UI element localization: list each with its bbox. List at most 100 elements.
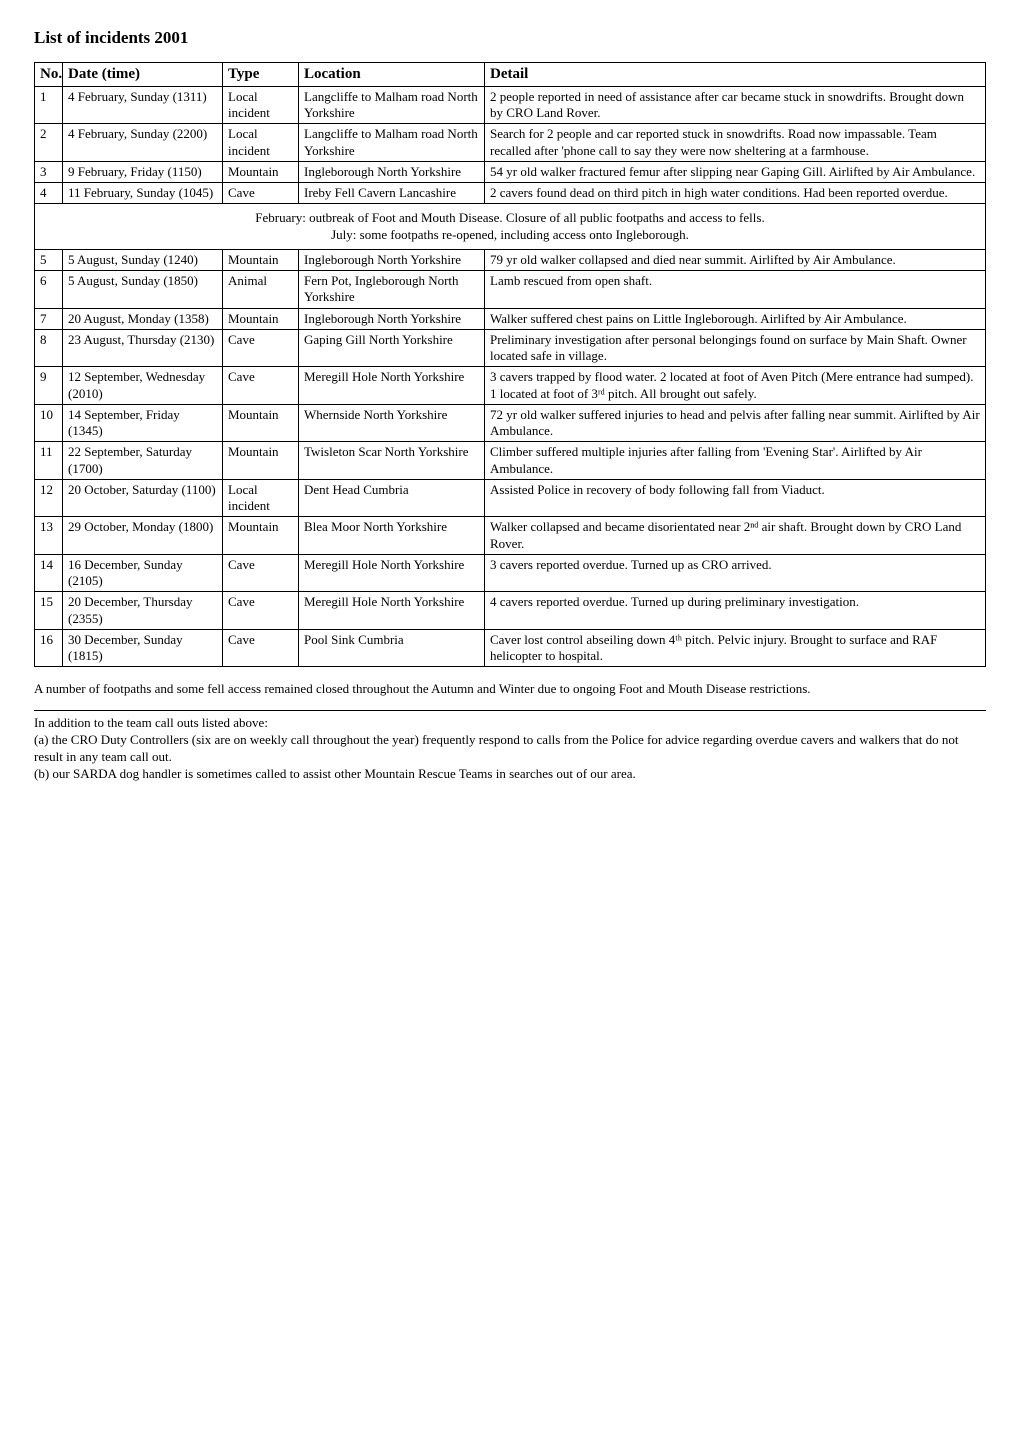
- table-row: 1520 December, Thursday (2355)CaveMeregi…: [35, 592, 986, 630]
- cell-date: 29 October, Monday (1800): [63, 517, 223, 555]
- cell-detail: 2 cavers found dead on third pitch in hi…: [485, 183, 986, 204]
- cell-type: Local incident: [223, 124, 299, 162]
- cell-type: Cave: [223, 592, 299, 630]
- cell-detail: 2 people reported in need of assistance …: [485, 86, 986, 124]
- cell-date: 30 December, Sunday (1815): [63, 629, 223, 667]
- cell-date: 16 December, Sunday (2105): [63, 554, 223, 592]
- cell-no: 7: [35, 308, 63, 329]
- post-note: A number of footpaths and some fell acce…: [34, 681, 986, 698]
- cell-location: Twisleton Scar North Yorkshire: [299, 442, 485, 480]
- cell-type: Mountain: [223, 161, 299, 182]
- cell-location: Langcliffe to Malham road North Yorkshir…: [299, 86, 485, 124]
- cell-type: Cave: [223, 554, 299, 592]
- cell-location: Blea Moor North Yorkshire: [299, 517, 485, 555]
- cell-detail: Preliminary investigation after personal…: [485, 329, 986, 367]
- cell-location: Ingleborough North Yorkshire: [299, 308, 485, 329]
- cell-no: 6: [35, 271, 63, 309]
- table-row: 1630 December, Sunday (1815)CavePool Sin…: [35, 629, 986, 667]
- cell-type: Local incident: [223, 86, 299, 124]
- cell-date: 9 February, Friday (1150): [63, 161, 223, 182]
- table-row: 1416 December, Sunday (2105)CaveMeregill…: [35, 554, 986, 592]
- cell-detail: Caver lost control abseiling down 4ᵗʰ pi…: [485, 629, 986, 667]
- cell-type: Local incident: [223, 479, 299, 517]
- cell-type: Mountain: [223, 249, 299, 270]
- cell-date: 20 August, Monday (1358): [63, 308, 223, 329]
- table-row: 55 August, Sunday (1240)MountainInglebor…: [35, 249, 986, 270]
- cell-date: 20 December, Thursday (2355): [63, 592, 223, 630]
- cell-detail: Assisted Police in recovery of body foll…: [485, 479, 986, 517]
- cell-location: Meregill Hole North Yorkshire: [299, 367, 485, 405]
- cell-type: Mountain: [223, 308, 299, 329]
- table-row: 14 February, Sunday (1311)Local incident…: [35, 86, 986, 124]
- cell-no: 10: [35, 404, 63, 442]
- cell-detail: Walker collapsed and became disorientate…: [485, 517, 986, 555]
- col-date: Date (time): [63, 63, 223, 87]
- cell-type: Mountain: [223, 404, 299, 442]
- cell-detail: 79 yr old walker collapsed and died near…: [485, 249, 986, 270]
- cell-location: Fern Pot, Ingleborough North Yorkshire: [299, 271, 485, 309]
- cell-detail: Lamb rescued from open shaft.: [485, 271, 986, 309]
- cell-no: 5: [35, 249, 63, 270]
- incidents-table: No. Date (time) Type Location Detail 14 …: [34, 62, 986, 667]
- table-row: 1220 October, Saturday (1100)Local incid…: [35, 479, 986, 517]
- banner-line-1: February: outbreak of Foot and Mouth Dis…: [39, 210, 981, 226]
- table-header-row: No. Date (time) Type Location Detail: [35, 63, 986, 87]
- cell-no: 4: [35, 183, 63, 204]
- table-row: 411 February, Sunday (1045)CaveIreby Fel…: [35, 183, 986, 204]
- cell-type: Cave: [223, 329, 299, 367]
- cell-date: 12 September, Wednesday (2010): [63, 367, 223, 405]
- footnotes-lead: In addition to the team call outs listed…: [34, 715, 986, 732]
- cell-date: 5 August, Sunday (1240): [63, 249, 223, 270]
- col-type: Type: [223, 63, 299, 87]
- footnote-b: (b) our SARDA dog handler is sometimes c…: [34, 766, 986, 783]
- table-row: 720 August, Monday (1358)MountainInglebo…: [35, 308, 986, 329]
- table-row: 1329 October, Monday (1800)MountainBlea …: [35, 517, 986, 555]
- table-row: 65 August, Sunday (1850)AnimalFern Pot, …: [35, 271, 986, 309]
- cell-no: 1: [35, 86, 63, 124]
- cell-no: 14: [35, 554, 63, 592]
- cell-date: 5 August, Sunday (1850): [63, 271, 223, 309]
- table-row: 1122 September, Saturday (1700)MountainT…: [35, 442, 986, 480]
- table-row: 24 February, Sunday (2200)Local incident…: [35, 124, 986, 162]
- cell-type: Cave: [223, 183, 299, 204]
- footnotes: In addition to the team call outs listed…: [34, 710, 986, 783]
- cell-date: 4 February, Sunday (1311): [63, 86, 223, 124]
- cell-type: Cave: [223, 629, 299, 667]
- cell-no: 8: [35, 329, 63, 367]
- col-location: Location: [299, 63, 485, 87]
- footnote-a: (a) the CRO Duty Controllers (six are on…: [34, 732, 986, 766]
- cell-type: Cave: [223, 367, 299, 405]
- cell-location: Langcliffe to Malham road North Yorkshir…: [299, 124, 485, 162]
- cell-type: Mountain: [223, 517, 299, 555]
- table-row: 39 February, Friday (1150)MountainIngleb…: [35, 161, 986, 182]
- cell-no: 15: [35, 592, 63, 630]
- cell-location: Whernside North Yorkshire: [299, 404, 485, 442]
- cell-no: 12: [35, 479, 63, 517]
- cell-location: Ingleborough North Yorkshire: [299, 161, 485, 182]
- cell-location: Dent Head Cumbria: [299, 479, 485, 517]
- table-row: 823 August, Thursday (2130)CaveGaping Gi…: [35, 329, 986, 367]
- cell-location: Meregill Hole North Yorkshire: [299, 592, 485, 630]
- cell-location: Ingleborough North Yorkshire: [299, 249, 485, 270]
- cell-detail: 72 yr old walker suffered injuries to he…: [485, 404, 986, 442]
- cell-detail: 3 cavers trapped by flood water. 2 locat…: [485, 367, 986, 405]
- cell-date: 11 February, Sunday (1045): [63, 183, 223, 204]
- cell-location: Ireby Fell Cavern Lancashire: [299, 183, 485, 204]
- page-title: List of incidents 2001: [34, 28, 986, 48]
- cell-no: 13: [35, 517, 63, 555]
- cell-no: 2: [35, 124, 63, 162]
- cell-type: Animal: [223, 271, 299, 309]
- cell-location: Pool Sink Cumbria: [299, 629, 485, 667]
- cell-date: 4 February, Sunday (2200): [63, 124, 223, 162]
- cell-date: 23 August, Thursday (2130): [63, 329, 223, 367]
- table-row: 1014 September, Friday (1345)MountainWhe…: [35, 404, 986, 442]
- cell-detail: 3 cavers reported overdue. Turned up as …: [485, 554, 986, 592]
- table-row: 912 September, Wednesday (2010)CaveMereg…: [35, 367, 986, 405]
- cell-detail: 4 cavers reported overdue. Turned up dur…: [485, 592, 986, 630]
- cell-location: Meregill Hole North Yorkshire: [299, 554, 485, 592]
- cell-no: 16: [35, 629, 63, 667]
- cell-no: 11: [35, 442, 63, 480]
- cell-date: 20 October, Saturday (1100): [63, 479, 223, 517]
- cell-detail: Walker suffered chest pains on Little In…: [485, 308, 986, 329]
- cell-detail: Search for 2 people and car reported stu…: [485, 124, 986, 162]
